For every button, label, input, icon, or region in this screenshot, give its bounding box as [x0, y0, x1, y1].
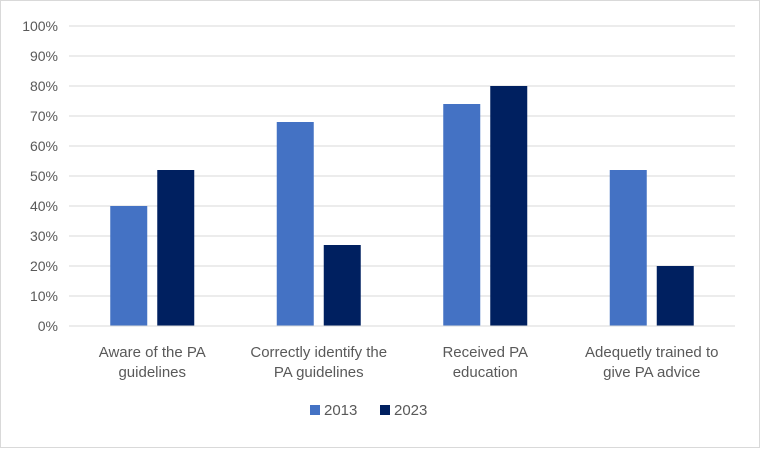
bar-2023-2 [490, 86, 528, 326]
x-category-label: Adequetly trained to give PA advice [585, 344, 718, 381]
x-category-label: Received PA education [442, 344, 528, 381]
bars [110, 86, 694, 326]
y-tick-label: 50% [30, 168, 58, 184]
y-tick-label: 100% [22, 18, 58, 34]
bar-2013-1 [276, 122, 314, 326]
legend-swatch-2023 [380, 405, 390, 415]
y-tick-label: 90% [30, 48, 58, 64]
legend-label-2013: 2013 [324, 402, 357, 419]
x-category-label: Correctly identify the PA guidelines [250, 344, 387, 381]
bar-2023-1 [323, 245, 361, 326]
bar-2023-3 [656, 266, 694, 326]
legend-swatch-2013 [310, 405, 320, 415]
y-tick-label: 0% [38, 318, 58, 334]
y-tick-label: 10% [30, 288, 58, 304]
bar-2023-0 [157, 170, 195, 326]
x-category-label: Aware of the PA guidelines [99, 344, 206, 381]
x-axis-category-labels: Aware of the PA guidelines Correctly ident… [99, 344, 719, 381]
bar-2013-2 [443, 104, 481, 326]
bar-2013-3 [609, 170, 647, 326]
y-tick-label: 20% [30, 258, 58, 274]
y-tick-label: 30% [30, 228, 58, 244]
legend-label-2023: 2023 [394, 402, 427, 419]
bar-2013-0 [110, 206, 148, 326]
y-tick-label: 60% [30, 138, 58, 154]
y-tick-label: 80% [30, 78, 58, 94]
y-tick-label: 40% [30, 198, 58, 214]
y-tick-label: 70% [30, 108, 58, 124]
y-axis-tick-labels: 0% 10% 20% 30% 40% 50% 60% 70% 80% 90% 100% [22, 18, 58, 334]
legend: 2013 2023 [310, 402, 427, 419]
